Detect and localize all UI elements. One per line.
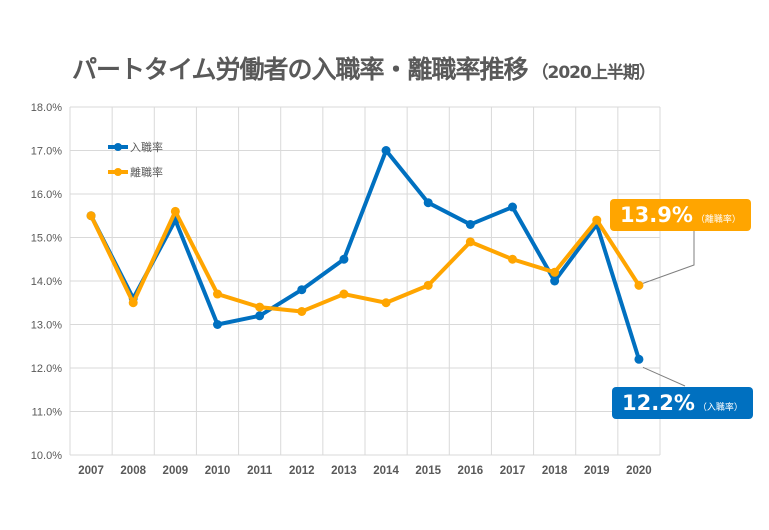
data-point-separation [128,298,138,308]
x-tick-label: 2008 [120,465,146,477]
y-tick-label: 16.0% [31,189,62,201]
data-point-entry [423,198,433,208]
x-tick-label: 2015 [415,465,441,477]
data-point-separation [86,211,96,221]
data-point-separation [508,254,517,264]
x-tick-label: 2012 [289,465,315,477]
x-tick-label: 2018 [542,465,568,477]
x-tick-label: 2019 [584,465,610,477]
y-tick-label: 17.0% [31,146,62,158]
x-tick-label: 2016 [458,465,484,477]
callout-separation: 13.9% （離職率） [610,199,751,231]
callout-entry: 12.2% （入職率） [612,387,753,419]
x-tick-label: 2007 [78,465,104,477]
series-line-separation [89,209,641,314]
data-point-entry [255,311,265,321]
callout-label: （離職率） [695,215,741,225]
data-point-entry [381,146,391,155]
data-point-separation [423,280,433,290]
callout-value: 13.9% [620,203,693,227]
data-point-separation [255,302,265,312]
y-tick-label: 11.0% [32,407,63,419]
data-point-entry [213,320,222,329]
callout-leader-separation [642,231,695,284]
y-tick-label: 12.0% [31,363,62,375]
y-tick-label: 10.0% [31,450,62,462]
y-tick-label: 15.0% [31,233,62,245]
data-point-entry [508,202,517,212]
data-point-separation [170,206,180,216]
data-point-separation [465,237,475,247]
callout-leader-entry [642,366,686,387]
data-point-entry [634,354,644,364]
title-subtitle: （2020上半期） [531,63,656,83]
y-tick-label: 18.0% [31,102,62,114]
x-tick-label: 2013 [331,465,357,477]
x-tick-label: 2009 [163,465,189,477]
x-tick-label: 2020 [626,465,652,477]
data-point-separation [381,298,391,308]
x-tick-label: 2011 [247,465,273,477]
callout-value: 12.2% [622,391,695,415]
data-point-separation [634,280,644,290]
chart-title: パートタイム労働者の入職率・離職率推移 （2020上半期） [72,50,656,86]
legend-label: 入職率 [130,140,163,154]
data-point-separation [297,306,307,316]
y-tick-label: 14.0% [31,276,62,288]
data-point-entry [339,254,349,264]
x-tick-label: 2017 [500,465,526,477]
data-point-separation [592,215,602,225]
legend-marker [114,143,122,151]
data-point-entry [297,285,307,295]
legend-marker [114,168,122,176]
data-point-separation [550,267,560,277]
x-tick-label: 2014 [373,465,399,477]
data-point-separation [339,289,349,299]
title-main: パートタイム労働者の入職率・離職率推移 [72,55,529,84]
data-point-entry [465,219,475,229]
data-point-separation [213,289,222,299]
callout-label: （入職率） [697,403,743,413]
y-tick-label: 13.0% [31,320,62,332]
legend-label: 離職率 [130,165,163,179]
data-point-entry [550,276,560,286]
x-tick-label: 2010 [205,465,231,477]
